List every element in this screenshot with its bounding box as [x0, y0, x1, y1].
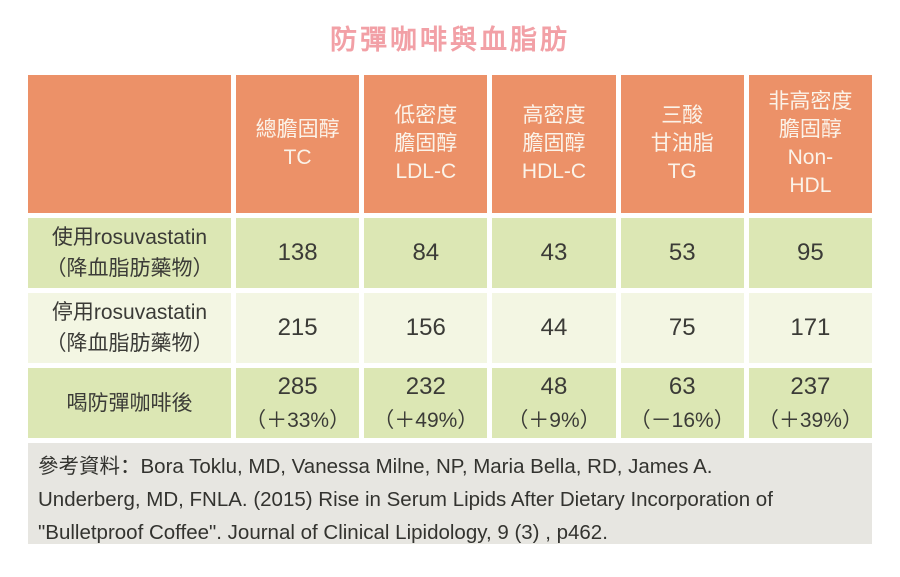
header-cell-empty — [28, 75, 231, 213]
row-label-on-rosuvastatin: 使用rosuvastatin （降血脂肪藥物） — [28, 218, 231, 288]
cell-coffee-tc: 285 （＋33%） — [236, 368, 360, 438]
cell-coffee-ldl: 232 （＋49%） — [364, 368, 488, 438]
cell-coffee-nonhdl: 237 （＋39%） — [748, 368, 872, 438]
cell-on-rosuvastatin-tc: 138 — [236, 218, 360, 288]
header-cell-hdl-c: 高密度 膽固醇 HDL-C — [492, 75, 616, 213]
cell-coffee-hdl: 48 （＋9%） — [492, 368, 616, 438]
row-label-bulletproof-coffee: 喝防彈咖啡後 — [28, 368, 231, 438]
cell-on-rosuvastatin-nonhdl: 95 — [748, 218, 872, 288]
header-cell-non-hdl: 非高密度 膽固醇 Non- HDL — [748, 75, 872, 213]
cell-coffee-tg: 63 （－16%） — [620, 368, 744, 438]
cell-off-rosuvastatin-hdl: 44 — [492, 293, 616, 363]
value: 63 — [668, 372, 696, 400]
cell-off-rosuvastatin-tc: 215 — [236, 293, 360, 363]
header-cell-tg: 三酸 甘油脂 TG — [620, 75, 744, 213]
percent-change: （＋33%） — [245, 408, 351, 432]
header-cell-ldl-c: 低密度 膽固醇 LDL-C — [364, 75, 488, 213]
value: 48 — [540, 372, 568, 400]
value: 237 — [790, 372, 831, 400]
percent-change: （＋49%） — [373, 408, 479, 432]
cell-on-rosuvastatin-hdl: 43 — [492, 218, 616, 288]
cell-off-rosuvastatin-nonhdl: 171 — [748, 293, 872, 363]
percent-change: （＋9%） — [507, 408, 601, 432]
value: 232 — [405, 372, 446, 400]
percent-change: （－16%） — [629, 408, 735, 432]
page-title: 防彈咖啡與血脂肪 — [330, 25, 570, 55]
cell-on-rosuvastatin-ldl: 84 — [364, 218, 488, 288]
lipid-table: 總膽固醇 TC 低密度 膽固醇 LDL-C 高密度 膽固醇 HDL-C 三酸 甘… — [28, 75, 872, 438]
value: 285 — [277, 372, 318, 400]
reference-note: 參考資料：Bora Toklu, MD, Vanessa Milne, NP, … — [28, 443, 872, 544]
header-cell-tc: 總膽固醇 TC — [236, 75, 360, 213]
cell-off-rosuvastatin-tg: 75 — [620, 293, 744, 363]
cell-on-rosuvastatin-tg: 53 — [620, 218, 744, 288]
cell-off-rosuvastatin-ldl: 156 — [364, 293, 488, 363]
row-label-off-rosuvastatin: 停用rosuvastatin （降血脂肪藥物） — [28, 293, 231, 363]
percent-change: （＋39%） — [757, 408, 863, 432]
